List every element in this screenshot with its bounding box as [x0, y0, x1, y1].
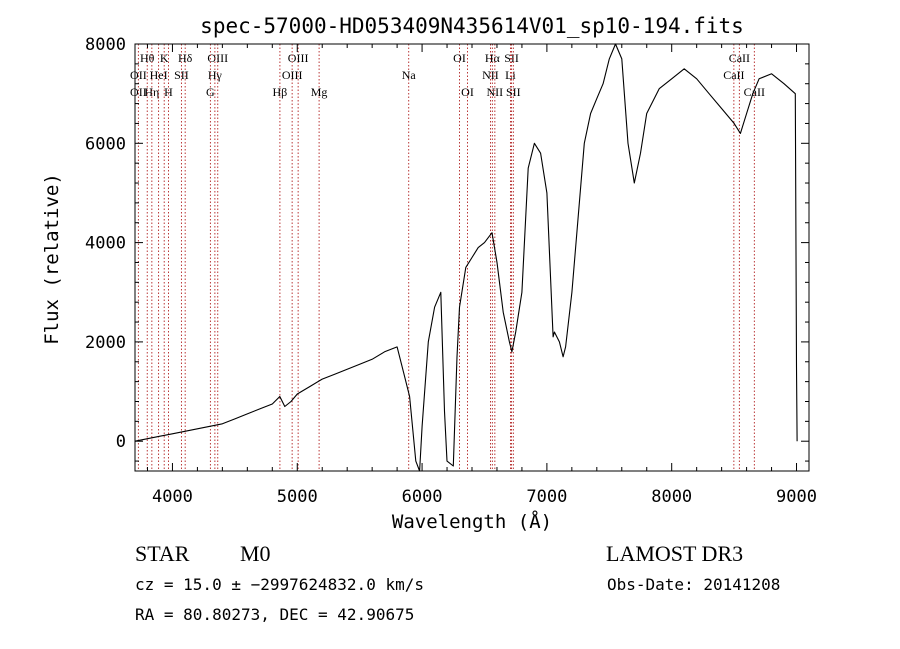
line-label: OI: [453, 51, 466, 65]
y-tick-label: 4000: [85, 234, 126, 254]
x-tick-label: 9000: [776, 487, 817, 507]
line-label: G: [206, 85, 215, 99]
line-label: H: [164, 85, 173, 99]
line-label: Li: [505, 68, 516, 82]
chart-title: spec-57000-HD053409N435614V01_sp10-194.f…: [200, 14, 744, 38]
line-label: SII: [174, 68, 189, 82]
x-axis-label: Wavelength (Å): [392, 510, 552, 533]
line-label: SII: [504, 51, 519, 65]
x-tick-label: 4000: [152, 487, 193, 507]
y-tick-label: 2000: [85, 333, 126, 353]
redshift-text: cz = 15.0 ± −2997624832.0 km/s: [135, 575, 424, 594]
x-axis-ticks: 4000 5000 6000 7000 8000 9000: [146, 44, 817, 507]
line-label: Hη: [144, 85, 159, 99]
line-label: OIII: [282, 68, 303, 82]
line-label: CaII: [729, 51, 750, 65]
line-label: OIII: [288, 51, 309, 65]
line-label: OI: [461, 85, 474, 99]
y-axis-label: Flux (relative): [41, 173, 63, 345]
spectrum-series: [134, 43, 798, 472]
survey-name: LAMOST DR3: [606, 541, 743, 566]
line-label: K: [160, 51, 169, 65]
line-label: Hθ: [140, 51, 155, 65]
line-label: OII: [130, 85, 147, 99]
line-label: Mg: [311, 85, 328, 99]
y-tick-label: 6000: [85, 134, 126, 154]
line-label: OIII: [207, 51, 228, 65]
y-axis-ticks: 0 2000 4000 6000 8000: [85, 35, 809, 462]
line-label: Hδ: [178, 51, 193, 65]
line-label: CaII: [723, 68, 744, 82]
line-label: Hγ: [208, 68, 223, 82]
x-tick-label: 6000: [402, 487, 443, 507]
line-label: Na: [402, 68, 417, 82]
y-tick-label: 8000: [85, 35, 126, 55]
line-label: NII: [482, 68, 499, 82]
line-label: OII: [130, 68, 147, 82]
x-tick-label: 8000: [651, 487, 692, 507]
line-label: Hβ: [273, 85, 288, 99]
line-label: Hα: [485, 51, 501, 65]
object-class: STAR: [135, 541, 190, 566]
obs-date: Obs-Date: 20141208: [607, 575, 780, 594]
y-tick-label: 0: [116, 432, 126, 452]
line-label: SII: [506, 85, 521, 99]
spectrum-line-0: [134, 43, 798, 472]
x-tick-label: 7000: [526, 487, 567, 507]
x-tick-label: 5000: [277, 487, 318, 507]
line-label: HeI: [150, 68, 168, 82]
coordinates-text: RA = 80.80273, DEC = 42.90675: [135, 605, 414, 624]
line-label: NII: [487, 85, 504, 99]
line-label: CaII: [744, 85, 765, 99]
object-subclass: M0: [240, 541, 271, 566]
